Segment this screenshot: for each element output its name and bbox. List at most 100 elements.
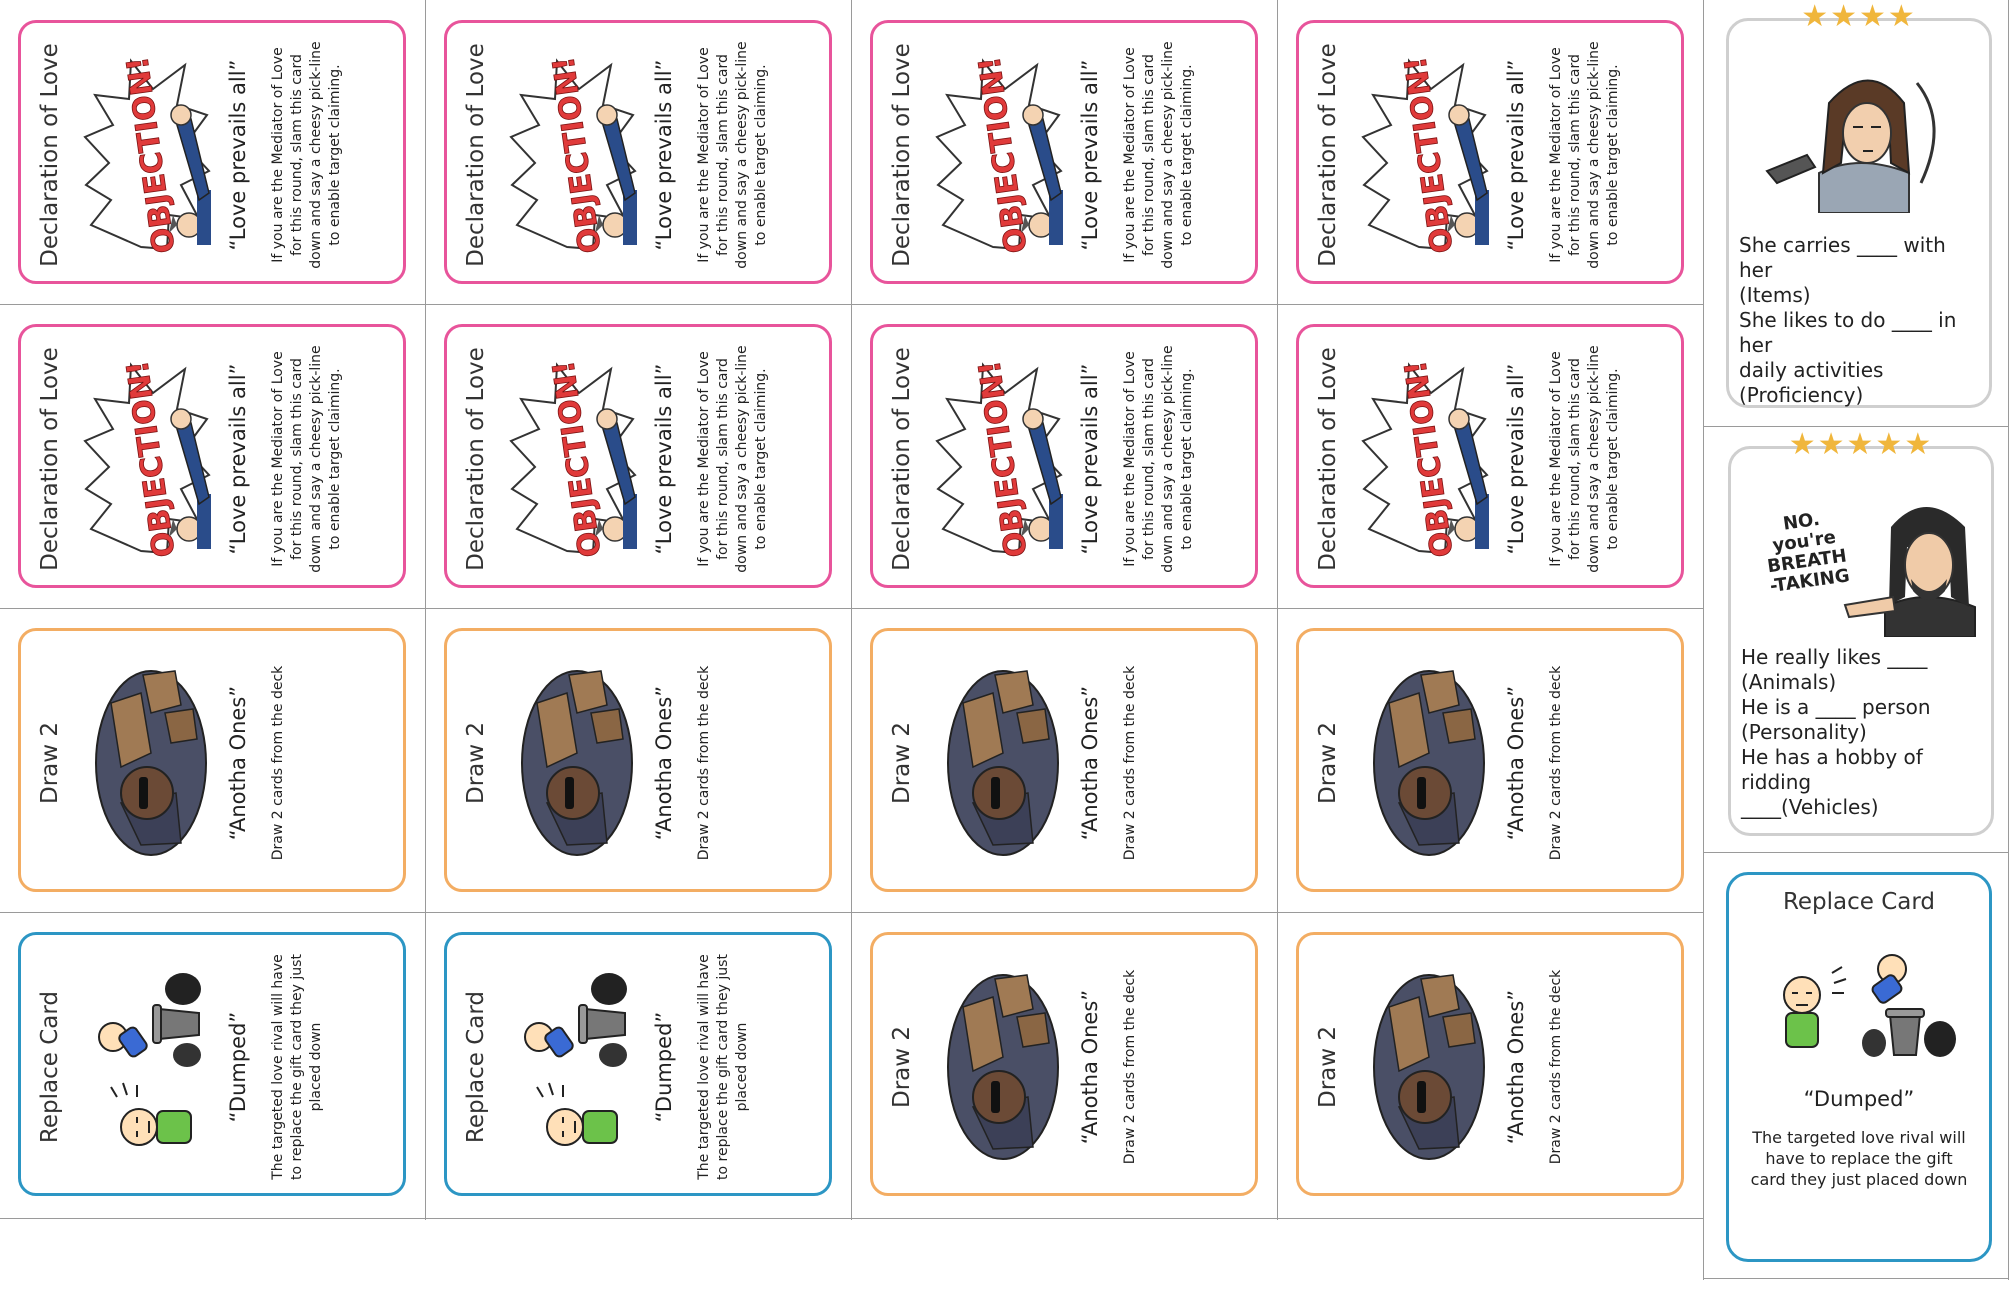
card-description: The targeted love rival will have to rep… bbox=[1750, 1128, 1968, 1189]
card-quote: “Love prevails all” bbox=[1504, 59, 1528, 251]
grid-line-v1 bbox=[425, 0, 426, 1220]
hint-line: (Items) bbox=[1739, 283, 1811, 307]
card-face: Declaration of Love OBJECTION! “Love pre… bbox=[873, 23, 1255, 281]
card-face: Declaration of Love OBJECTION! “Love pre… bbox=[447, 23, 829, 281]
game-card-anotha[interactable]: Draw 2 “Anotha Ones” Draw 2 cards from th… bbox=[870, 628, 1258, 892]
card-cell: Draw 2 “Anotha Ones” Draw 2 cards from th… bbox=[1278, 608, 1704, 912]
game-card-objection[interactable]: Declaration of Love OBJECTION! “Love pre… bbox=[1296, 20, 1684, 284]
grid-line-h6 bbox=[1703, 852, 2008, 853]
card-art: OBJECTION! bbox=[507, 358, 637, 560]
game-card-anotha[interactable]: Draw 2 “Anotha Ones” Draw 2 cards from th… bbox=[1296, 932, 1684, 1196]
card-quote: “Anotha Ones” bbox=[1504, 989, 1528, 1145]
game-card-anotha[interactable]: Draw 2 “Anotha Ones” Draw 2 cards from th… bbox=[870, 932, 1258, 1196]
objection-art: OBJECTION! bbox=[83, 54, 211, 256]
card-description: Draw 2 cards from the deck bbox=[1548, 969, 1564, 1165]
card-quote: “Anotha Ones” bbox=[1078, 685, 1102, 841]
objection-art: OBJECTION! bbox=[509, 358, 637, 560]
breathtaking-text: NO.you'reBREATH-TAKING bbox=[1760, 506, 1851, 597]
card-cell: Declaration of Love OBJECTION! “Love pre… bbox=[1278, 0, 1704, 304]
card-quote: “Anotha Ones” bbox=[226, 685, 250, 841]
card-art: OBJECTION! bbox=[1359, 358, 1489, 560]
card-art bbox=[81, 663, 211, 863]
card-description: If you are the Mediator of Love for this… bbox=[1122, 345, 1195, 573]
card-quote: “Love prevails all” bbox=[226, 363, 250, 555]
card-description: The targeted love rival will have to rep… bbox=[696, 954, 750, 1180]
rating-stars: ★★★★ bbox=[1801, 0, 1917, 34]
anotha-ones-art bbox=[947, 670, 1059, 856]
character-card-lara[interactable]: ★★★★ She carries ____ with her (Items) S… bbox=[1726, 0, 1992, 408]
card-title: Declaration of Love bbox=[1315, 43, 1341, 267]
game-card-objection[interactable]: Declaration of Love OBJECTION! “Love pre… bbox=[870, 324, 1258, 588]
grid-line-h2 bbox=[0, 608, 1703, 609]
card-description: If you are the Mediator of Love for this… bbox=[696, 345, 769, 573]
keanu-hint-lines: He really likes ____ (Animals) He is a _… bbox=[1741, 645, 1985, 820]
grid-line-h5 bbox=[1703, 426, 2008, 427]
card-face: Replace Card “Dumped” The targeted love r… bbox=[447, 935, 829, 1193]
replace-card-upright[interactable]: Replace Card “Dumped” The targeted love … bbox=[1726, 872, 1992, 1262]
card-art bbox=[1359, 967, 1489, 1167]
card-title: Replace Card bbox=[1782, 889, 1936, 915]
card-quote: “Love prevails all” bbox=[1504, 363, 1528, 555]
game-card-objection[interactable]: Declaration of Love OBJECTION! “Love pre… bbox=[1296, 324, 1684, 588]
grid-line-v4 bbox=[1703, 0, 1704, 1280]
game-card-anotha[interactable]: Draw 2 “Anotha Ones” Draw 2 cards from th… bbox=[18, 628, 406, 892]
game-card-anotha[interactable]: Draw 2 “Anotha Ones” Draw 2 cards from th… bbox=[444, 628, 832, 892]
card-title: Draw 2 bbox=[37, 721, 63, 805]
game-card-objection[interactable]: Declaration of Love OBJECTION! “Love pre… bbox=[444, 20, 832, 284]
anotha-ones-art bbox=[95, 670, 207, 856]
card-face: Declaration of Love OBJECTION! “Love pre… bbox=[447, 327, 829, 585]
hint-line: daily activities bbox=[1739, 358, 1884, 382]
hint-line: She carries ____ with her bbox=[1739, 233, 1946, 282]
card-cell: Draw 2 “Anotha Ones” Draw 2 cards from th… bbox=[852, 608, 1278, 912]
card-art bbox=[933, 967, 1063, 1167]
game-card-dumped[interactable]: Replace Card “Dumped” The targeted love r… bbox=[444, 932, 832, 1196]
card-description: Draw 2 cards from the deck bbox=[1122, 969, 1138, 1165]
card-title: Draw 2 bbox=[1315, 1025, 1341, 1109]
card-quote: “Dumped” bbox=[1803, 1087, 1915, 1111]
grid-line-h7 bbox=[1703, 1278, 2008, 1279]
card-art: OBJECTION! bbox=[933, 54, 1063, 256]
card-art: OBJECTION! bbox=[507, 54, 637, 256]
card-cell: Draw 2 “Anotha Ones” Draw 2 cards from th… bbox=[0, 608, 426, 912]
game-card-anotha[interactable]: Draw 2 “Anotha Ones” Draw 2 cards from th… bbox=[1296, 628, 1684, 892]
card-title: Declaration of Love bbox=[463, 347, 489, 571]
card-cell: Declaration of Love OBJECTION! “Love pre… bbox=[852, 0, 1278, 304]
objection-art: OBJECTION! bbox=[509, 54, 637, 256]
card-face: Draw 2 “Anotha Ones” Draw 2 cards from th… bbox=[21, 631, 403, 889]
game-card-objection[interactable]: Declaration of Love OBJECTION! “Love pre… bbox=[870, 20, 1258, 284]
card-art: OBJECTION! bbox=[81, 54, 211, 256]
card-cell: Replace Card “Dumped” The targeted love r… bbox=[426, 912, 852, 1216]
game-card-objection[interactable]: Declaration of Love OBJECTION! “Love pre… bbox=[18, 324, 406, 588]
card-cell: Draw 2 “Anotha Ones” Draw 2 cards from th… bbox=[1278, 912, 1704, 1216]
objection-art: OBJECTION! bbox=[83, 358, 211, 560]
card-quote: “Love prevails all” bbox=[652, 59, 676, 251]
card-title: Declaration of Love bbox=[37, 43, 63, 267]
card-title: Declaration of Love bbox=[889, 43, 915, 267]
hint-line: He has a hobby of ridding bbox=[1741, 745, 1923, 794]
card-cell: Draw 2 “Anotha Ones” Draw 2 cards from th… bbox=[426, 608, 852, 912]
card-description: If you are the Mediator of Love for this… bbox=[696, 41, 769, 269]
hint-line: He is a ____ person bbox=[1741, 695, 1931, 719]
hint-line: (Animals) bbox=[1741, 670, 1837, 694]
card-quote: “Love prevails all” bbox=[226, 59, 250, 251]
card-title: Replace Card bbox=[37, 990, 63, 1144]
game-card-objection[interactable]: Declaration of Love OBJECTION! “Love pre… bbox=[444, 324, 832, 588]
rating-stars: ★★★★★ bbox=[1788, 427, 1934, 462]
lara-hint-lines: She carries ____ with her (Items) She li… bbox=[1739, 233, 1983, 408]
card-title: Draw 2 bbox=[889, 721, 915, 805]
card-face: Draw 2 “Anotha Ones” Draw 2 cards from th… bbox=[1299, 935, 1681, 1193]
hint-line: She likes to do ____ in her bbox=[1739, 308, 1957, 357]
card-cell: Declaration of Love OBJECTION! “Love pre… bbox=[0, 304, 426, 608]
card-title: Declaration of Love bbox=[1315, 347, 1341, 571]
card-cell: Declaration of Love OBJECTION! “Love pre… bbox=[1278, 304, 1704, 608]
character-card-keanu[interactable]: ★★★★★ NO.you'reBREATH-TAKING He really l… bbox=[1728, 427, 1994, 836]
card-cell: Declaration of Love OBJECTION! “Love pre… bbox=[0, 0, 426, 304]
card-description: Draw 2 cards from the deck bbox=[696, 665, 712, 861]
card-title: Draw 2 bbox=[1315, 721, 1341, 805]
card-art bbox=[81, 967, 211, 1167]
game-card-dumped[interactable]: Replace Card “Dumped” The targeted love r… bbox=[18, 932, 406, 1196]
card-cell: Declaration of Love OBJECTION! “Love pre… bbox=[426, 304, 852, 608]
game-card-objection[interactable]: Declaration of Love OBJECTION! “Love pre… bbox=[18, 20, 406, 284]
hint-line: (Proficiency) bbox=[1739, 383, 1864, 407]
objection-art: OBJECTION! bbox=[1361, 358, 1489, 560]
